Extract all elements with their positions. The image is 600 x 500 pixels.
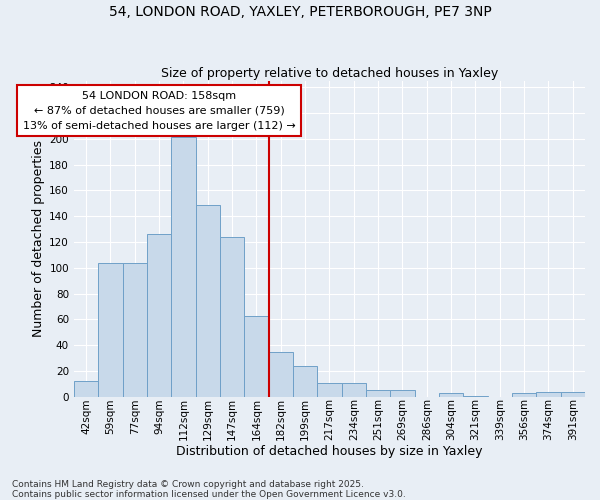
Bar [171,138,196,397]
Bar [196,204,220,397]
Bar [122,262,147,397]
Bar [74,382,98,397]
Bar [220,237,244,397]
Text: 54, LONDON ROAD, YAXLEY, PETERBOROUGH, PE7 3NP: 54, LONDON ROAD, YAXLEY, PETERBOROUGH, P… [109,5,491,19]
Bar [341,382,366,397]
Bar [147,234,171,397]
Bar [512,393,536,397]
Bar [390,390,415,397]
Bar [560,392,585,397]
Bar [244,316,269,397]
X-axis label: Distribution of detached houses by size in Yaxley: Distribution of detached houses by size … [176,444,482,458]
Bar [366,390,390,397]
Bar [536,392,560,397]
Y-axis label: Number of detached properties: Number of detached properties [32,140,45,337]
Bar [463,396,488,397]
Bar [293,366,317,397]
Text: 54 LONDON ROAD: 158sqm
← 87% of detached houses are smaller (759)
13% of semi-de: 54 LONDON ROAD: 158sqm ← 87% of detached… [23,91,295,130]
Bar [317,382,341,397]
Bar [98,262,122,397]
Text: Contains HM Land Registry data © Crown copyright and database right 2025.
Contai: Contains HM Land Registry data © Crown c… [12,480,406,499]
Bar [439,393,463,397]
Title: Size of property relative to detached houses in Yaxley: Size of property relative to detached ho… [161,66,498,80]
Bar [269,352,293,397]
